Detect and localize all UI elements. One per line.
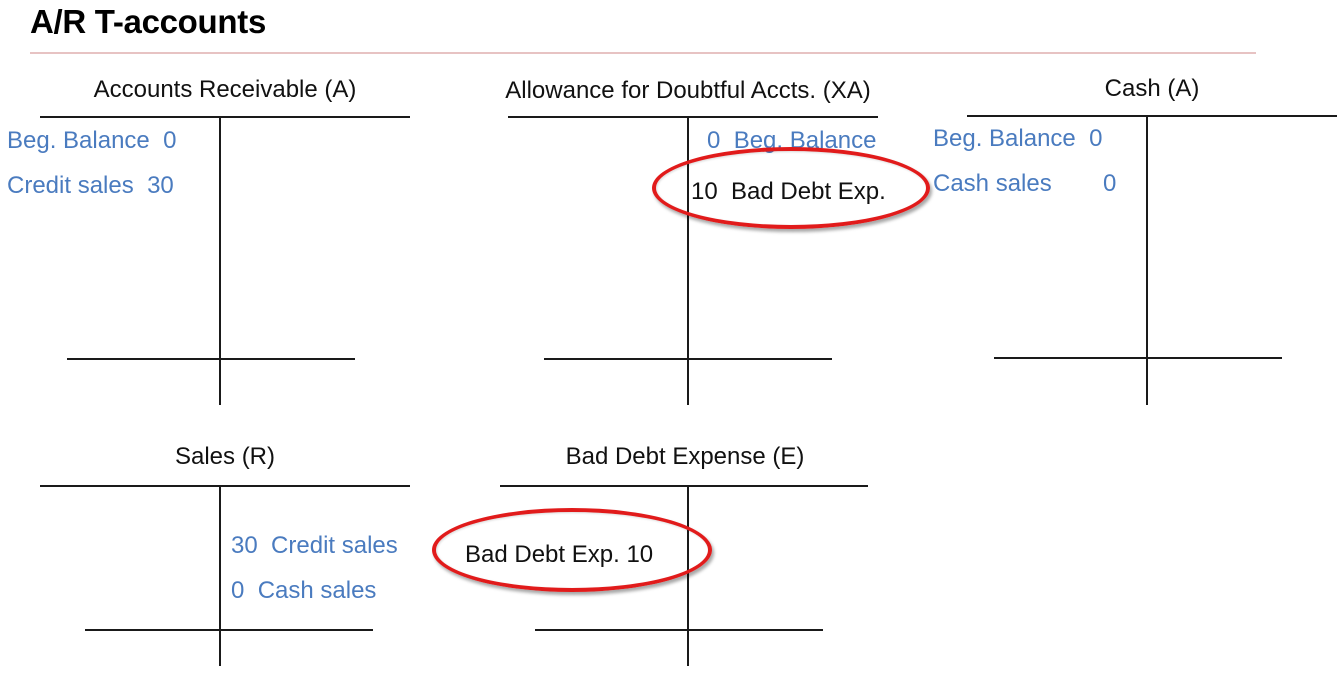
account-title: Accounts Receivable (A) [93, 76, 357, 103]
t-top-line [500, 485, 868, 487]
t-vertical-line [687, 486, 689, 666]
entry-label: Credit sales [7, 172, 134, 199]
t-total-line [85, 629, 373, 631]
t-total-line [535, 629, 823, 631]
entry-label: Beg. Balance [933, 125, 1076, 152]
entry-amount: 30 [147, 172, 174, 199]
account-title: Sales (R) [174, 443, 276, 470]
page-title: A/R T-accounts [30, 3, 267, 40]
entry-label: Beg. Balance [7, 127, 150, 154]
t-top-line [40, 116, 410, 118]
entry-amount: 0 [163, 127, 177, 154]
t-top-line [508, 116, 878, 118]
t-vertical-line [1146, 116, 1148, 405]
t-top-line [40, 485, 410, 487]
t-vertical-line [219, 486, 221, 666]
entry-amount: 0 [1103, 170, 1117, 197]
t-top-line [967, 115, 1337, 117]
entry-amount: 0 [231, 577, 245, 604]
entry-amount: 0 [707, 127, 721, 154]
entry-label: Credit sales [271, 532, 398, 559]
highlight-circle [652, 147, 930, 229]
account-title: Allowance for Doubtful Accts. (XA) [505, 77, 871, 104]
t-total-line [544, 358, 832, 360]
account-title: Bad Debt Expense (E) [565, 443, 805, 470]
entry-label: Cash sales [257, 577, 377, 604]
t-vertical-line [219, 117, 221, 405]
debit-entry: Beg. Balance 0 [933, 125, 1102, 153]
highlight-circle [432, 508, 712, 592]
entry-amount: 30 [231, 532, 258, 559]
credit-entry: 30 Credit sales [231, 532, 398, 560]
entry-amount: 0 [1089, 125, 1103, 152]
debit-entry: Cash sales [933, 170, 1052, 198]
entry-label: Cash sales [933, 170, 1052, 197]
debit-entry: Credit sales 30 [7, 172, 174, 200]
account-title: Cash (A) [1104, 75, 1200, 102]
t-vertical-line [687, 117, 689, 405]
debit-entry: Beg. Balance 0 [7, 127, 176, 155]
t-total-line [67, 358, 355, 360]
t-total-line [994, 357, 1282, 359]
credit-entry: 0 Cash sales [231, 577, 376, 605]
title-divider [30, 52, 1256, 54]
